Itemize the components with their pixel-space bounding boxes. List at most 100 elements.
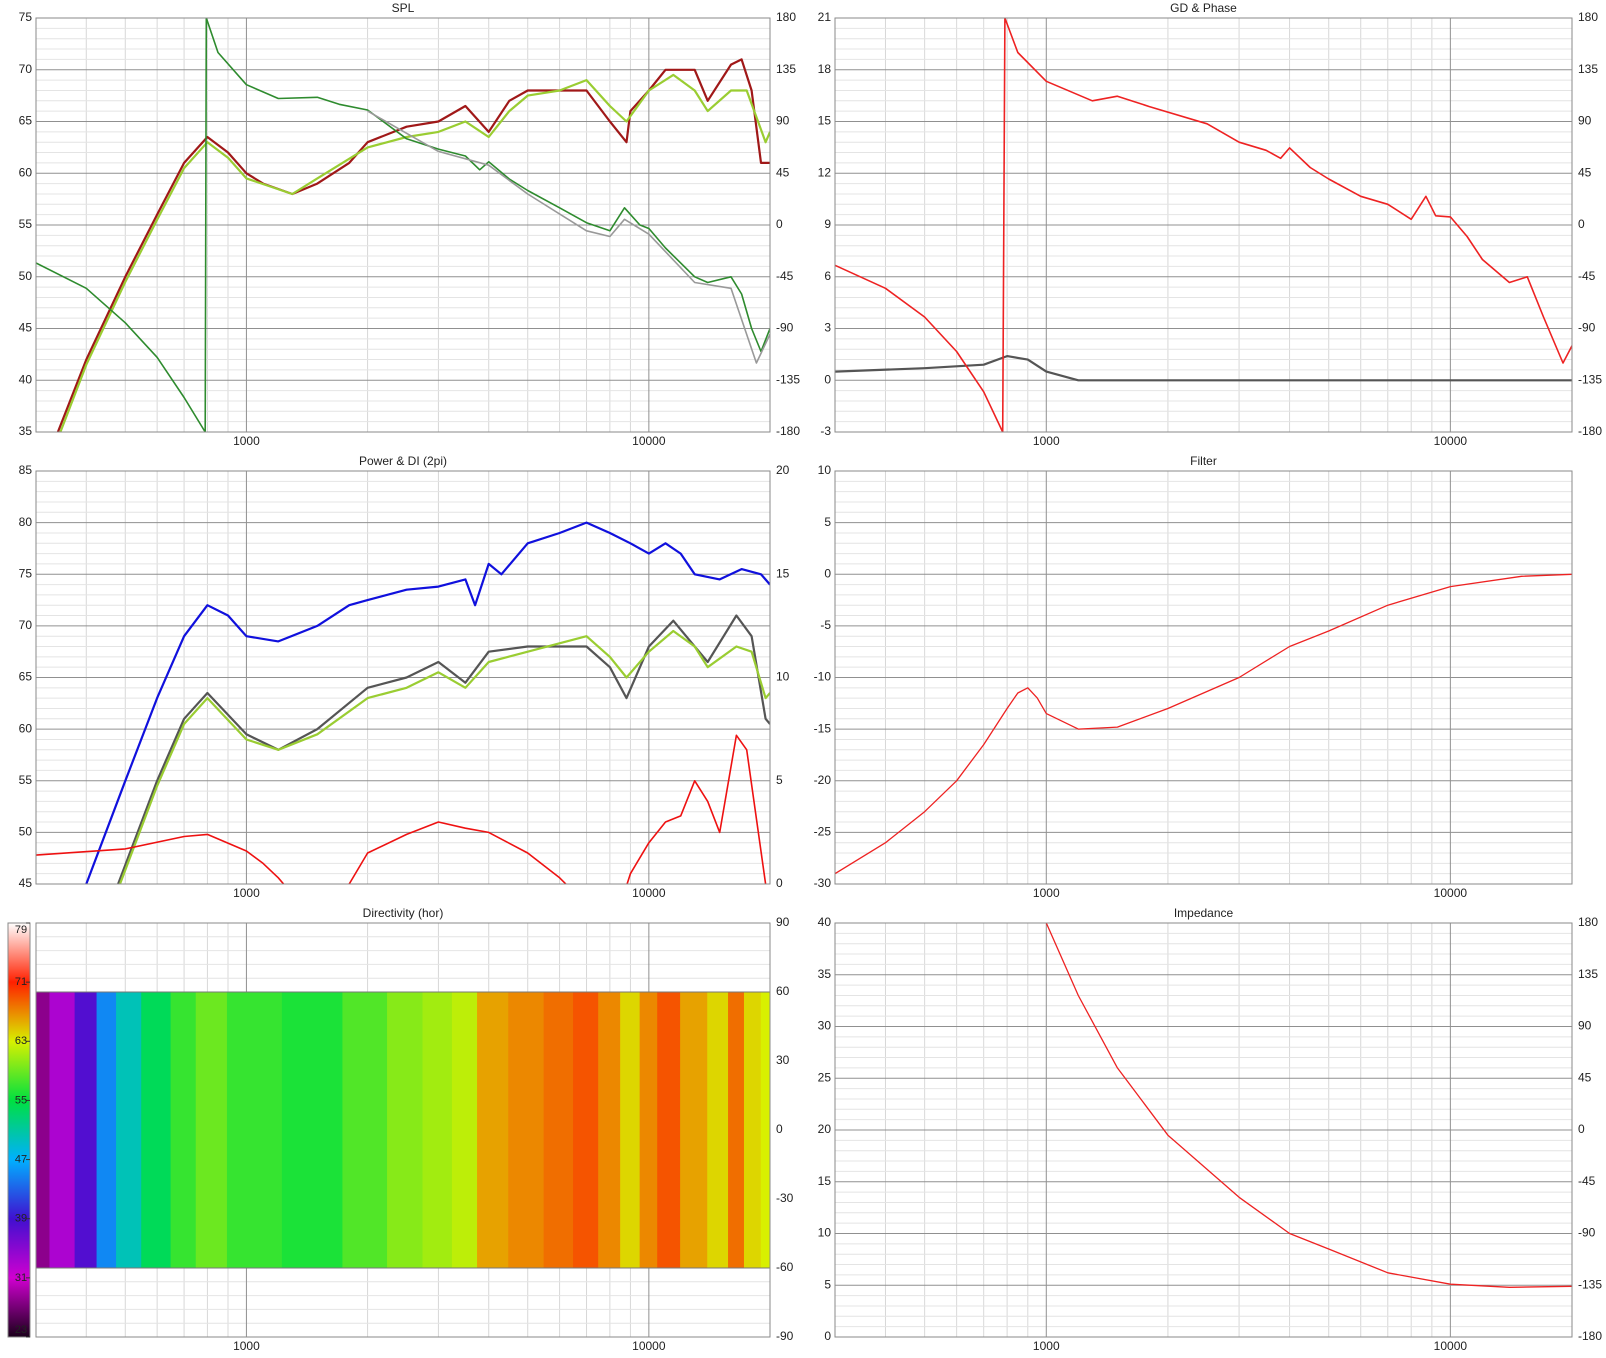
- colorbar-label: 39: [15, 1213, 27, 1225]
- heatmap-cell: [639, 992, 658, 1268]
- y2-tick-label: 0: [1578, 217, 1585, 231]
- y-tick-label: 5: [824, 1277, 831, 1291]
- panel-title: Impedance: [1174, 906, 1234, 920]
- y-tick-label: 0: [824, 1329, 831, 1343]
- heatmap-cell: [170, 992, 197, 1268]
- series-line: [56, 58, 770, 432]
- y2-tick-label: 90: [1578, 114, 1592, 128]
- colorbar-label: 31: [15, 1272, 27, 1284]
- series-line: [1045, 923, 1572, 1288]
- y2-tick-label: -90: [1578, 321, 1596, 335]
- heatmap-cell: [49, 992, 76, 1268]
- y-tick-label: 55: [19, 773, 33, 787]
- heatmap-cell: [387, 992, 424, 1268]
- heatmap-cell: [707, 992, 729, 1268]
- colorbar-label: 63: [15, 1035, 27, 1047]
- y2-tick-label: 0: [1578, 1122, 1585, 1136]
- y-tick-label: 60: [19, 721, 33, 735]
- series-line: [117, 614, 770, 884]
- y2-tick-label: -45: [1578, 269, 1596, 283]
- colorbar-label: 71: [15, 976, 27, 988]
- heatmap-cell: [226, 992, 283, 1268]
- y-tick-label: 70: [19, 618, 33, 632]
- plot-frame: [834, 17, 1573, 433]
- heatmap-border: [36, 991, 770, 1269]
- panel: Directivity (hor) 1000 10000 -90 -60 -30 0 30 60…: [7, 906, 794, 1353]
- y2-tick-label: 0: [776, 876, 783, 890]
- panel-title: SPL: [392, 1, 415, 15]
- y2-tick-label: -45: [1578, 1174, 1596, 1188]
- y2-tick-label: 5: [776, 773, 783, 787]
- y2-tick-label: 30: [776, 1053, 790, 1067]
- heatmap-cell: [680, 992, 708, 1268]
- panel: Power & DI (2pi)1000 10000455055606570758…: [19, 454, 790, 900]
- y-tick-label: 5: [824, 515, 831, 529]
- y-tick-label: -20: [814, 773, 832, 787]
- x-tick-label: 10000: [1434, 1339, 1468, 1353]
- heatmap-cell: [342, 992, 388, 1268]
- y-tick-label: -30: [814, 876, 832, 890]
- y-tick-label: 20: [818, 1122, 832, 1136]
- panel-title: Power & DI (2pi): [359, 454, 447, 468]
- series-line: [59, 73, 770, 432]
- heatmap-cell: [598, 992, 621, 1268]
- heatmap-cell: [116, 992, 142, 1268]
- y-tick-label: 50: [19, 269, 33, 283]
- y2-tick-label: 15: [776, 566, 790, 580]
- y2-tick-label: 135: [776, 62, 796, 76]
- y2-tick-label: -180: [1578, 424, 1602, 438]
- plot-frame: [834, 470, 1573, 885]
- plot-frame: [834, 922, 1573, 1338]
- y-tick-label: -10: [814, 670, 832, 684]
- colorbar: [7, 922, 31, 1338]
- y-tick-label: 60: [19, 165, 33, 179]
- y-tick-label: 15: [818, 114, 832, 128]
- y-tick-label: 3: [824, 321, 831, 335]
- y-tick-label: 12: [818, 165, 832, 179]
- plot-frame: [35, 470, 771, 885]
- y2-tick-label: 60: [776, 984, 790, 998]
- y-tick-label: 45: [19, 876, 33, 890]
- y2-tick-label: 180: [776, 10, 796, 24]
- x-tick-label: 1000: [1033, 434, 1060, 448]
- heatmap-cell: [743, 992, 762, 1268]
- y-tick-label: 85: [19, 463, 33, 477]
- x-tick-label: 1000: [233, 434, 260, 448]
- y2-tick-label: 180: [1578, 10, 1598, 24]
- heatmap-cell: [477, 992, 509, 1268]
- y2-tick-label: 135: [1578, 967, 1598, 981]
- y-tick-label: 70: [19, 62, 33, 76]
- y2-tick-label: -135: [1578, 1277, 1602, 1291]
- series-line: [835, 18, 1572, 432]
- y2-tick-label: 20: [776, 463, 790, 477]
- x-tick-label: 10000: [632, 1339, 666, 1353]
- y-tick-label: 25: [818, 1070, 832, 1084]
- y2-tick-label: 90: [776, 114, 790, 128]
- y2-tick-label: -90: [776, 321, 794, 335]
- y-tick-label: 21: [818, 10, 832, 24]
- y2-tick-label: 45: [776, 165, 790, 179]
- heatmap-cell: [36, 992, 51, 1268]
- x-tick-label: 10000: [1434, 434, 1468, 448]
- panel-title: Directivity (hor): [363, 906, 444, 920]
- heatmap-cell: [728, 992, 745, 1268]
- y-tick-label: 9: [824, 217, 831, 231]
- y-tick-label: -15: [814, 721, 832, 735]
- y-tick-label: 10: [818, 463, 832, 477]
- y-tick-label: 50: [19, 825, 33, 839]
- y2-tick-label: 90: [1578, 1019, 1592, 1033]
- y-tick-label: 65: [19, 670, 33, 684]
- y-tick-label: -3: [820, 424, 831, 438]
- colorbar-label: 79: [15, 924, 27, 936]
- y-tick-label: 18: [818, 62, 832, 76]
- x-tick-label: 1000: [1033, 1339, 1060, 1353]
- y2-tick-label: -60: [776, 1260, 794, 1274]
- plot-area: [36, 18, 770, 432]
- panel: Impedance 1000 10000 0 5 10 15 20 25 30 35 40 -180 -1…: [818, 906, 1603, 1353]
- y2-tick-label: 45: [1578, 165, 1592, 179]
- heatmap-cell: [195, 992, 228, 1268]
- plot-area: [36, 991, 770, 1269]
- y-tick-label: 80: [19, 515, 33, 529]
- y-tick-label: 75: [19, 10, 33, 24]
- heatmap-cell: [74, 992, 98, 1268]
